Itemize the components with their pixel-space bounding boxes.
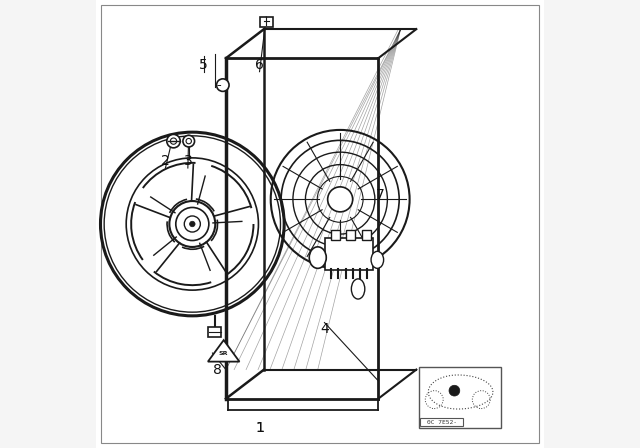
- Text: 4: 4: [320, 322, 329, 336]
- FancyBboxPatch shape: [325, 238, 373, 270]
- Text: 5: 5: [199, 58, 208, 72]
- FancyBboxPatch shape: [362, 230, 371, 240]
- FancyBboxPatch shape: [331, 230, 340, 240]
- Circle shape: [216, 79, 229, 91]
- Text: 7: 7: [376, 188, 385, 202]
- Text: 1: 1: [255, 421, 264, 435]
- Bar: [420, 418, 463, 426]
- Text: 8: 8: [212, 362, 221, 377]
- Text: 2: 2: [161, 154, 170, 168]
- Text: 6: 6: [255, 58, 264, 72]
- Text: 3: 3: [184, 154, 192, 168]
- Circle shape: [449, 385, 460, 396]
- Text: 1: 1: [255, 421, 264, 435]
- FancyBboxPatch shape: [346, 230, 355, 240]
- Ellipse shape: [351, 279, 365, 299]
- Circle shape: [184, 216, 200, 232]
- FancyBboxPatch shape: [208, 327, 221, 337]
- Circle shape: [176, 207, 209, 241]
- Circle shape: [189, 221, 195, 227]
- Text: SR: SR: [219, 351, 228, 356]
- Polygon shape: [208, 340, 239, 362]
- Ellipse shape: [309, 247, 326, 268]
- Text: 0C 7E52-: 0C 7E52-: [427, 420, 457, 425]
- Ellipse shape: [371, 251, 383, 268]
- Circle shape: [328, 187, 353, 212]
- Bar: [419, 367, 502, 428]
- Circle shape: [183, 135, 195, 147]
- FancyBboxPatch shape: [260, 17, 273, 27]
- Circle shape: [167, 134, 180, 148]
